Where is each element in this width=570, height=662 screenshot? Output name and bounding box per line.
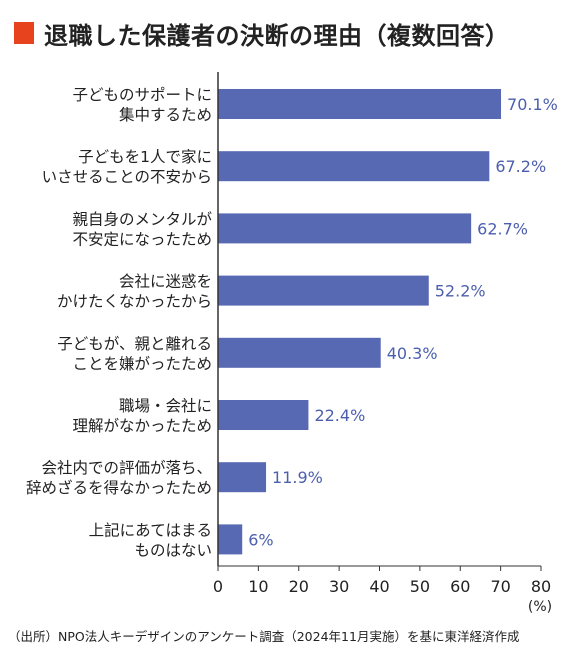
category-label-3-1: かけたくなかったから: [57, 293, 212, 311]
bar-6: [218, 462, 267, 493]
value-label-6: 11.9%: [272, 468, 323, 487]
category-label-5-0: 職場・会社に: [119, 397, 212, 415]
category-label-2-0: 親自身のメンタルが: [72, 210, 212, 228]
bar-0: [218, 89, 502, 119]
x-tick-label-4: 40: [369, 577, 389, 596]
category-label-1-0: 子どもを1人で家に: [78, 148, 212, 166]
value-label-1: 67.2%: [495, 157, 546, 176]
bar-5: [218, 400, 309, 430]
x-tick-label-2: 20: [289, 577, 309, 596]
category-label-6-1: 辞めざるを得なかったため: [26, 478, 212, 497]
bar-1: [218, 151, 490, 182]
category-label-5-1: 理解がなかったため: [72, 417, 212, 435]
value-label-7: 6%: [248, 530, 273, 549]
category-label-7-1: ものはない: [134, 541, 212, 559]
value-label-2: 62.7%: [477, 219, 528, 238]
chart-title: 退職した保護者の決断の理由（複数回答）: [44, 21, 510, 50]
x-tick-label-7: 70: [490, 577, 510, 596]
category-label-0-0: 子どものサポートに: [72, 86, 212, 104]
value-label-4: 40.3%: [387, 344, 438, 363]
chart-header: 退職した保護者の決断の理由（複数回答）: [14, 16, 510, 50]
x-axis-unit: (%): [528, 599, 552, 615]
source-note: （出所）NPO法人キーデザインのアンケート調査（2024年11月実施）を基に東洋…: [8, 629, 520, 644]
value-label-0: 70.1%: [507, 95, 558, 114]
x-tick-label-0: 0: [213, 577, 223, 596]
x-tick-label-8: 80: [531, 577, 551, 596]
bar-2: [218, 213, 472, 244]
bar-7: [218, 524, 243, 555]
category-label-2-1: 不安定になったため: [72, 230, 212, 248]
value-label-5: 22.4%: [314, 406, 365, 425]
category-label-3-0: 会社に迷惑を: [119, 273, 212, 291]
category-label-0-1: 集中するため: [119, 106, 212, 124]
category-label-4-0: 子どもが、親と離れる: [57, 335, 212, 353]
x-tick-label-5: 50: [410, 577, 430, 596]
category-label-6-0: 会社内での評価が落ち、: [41, 459, 212, 477]
x-tick-label-6: 60: [450, 577, 470, 596]
bar-4: [218, 337, 381, 368]
bar-3: [218, 275, 429, 306]
title-marker: [14, 22, 34, 44]
value-label-3: 52.2%: [435, 282, 486, 301]
category-label-4-1: ことを嫌がったため: [72, 355, 212, 373]
category-label-1-1: いさせることの不安から: [42, 168, 212, 186]
x-tick-label-1: 10: [248, 577, 268, 596]
x-tick-label-3: 30: [329, 577, 349, 596]
category-label-7-0: 上記にあてはまる: [89, 521, 212, 539]
